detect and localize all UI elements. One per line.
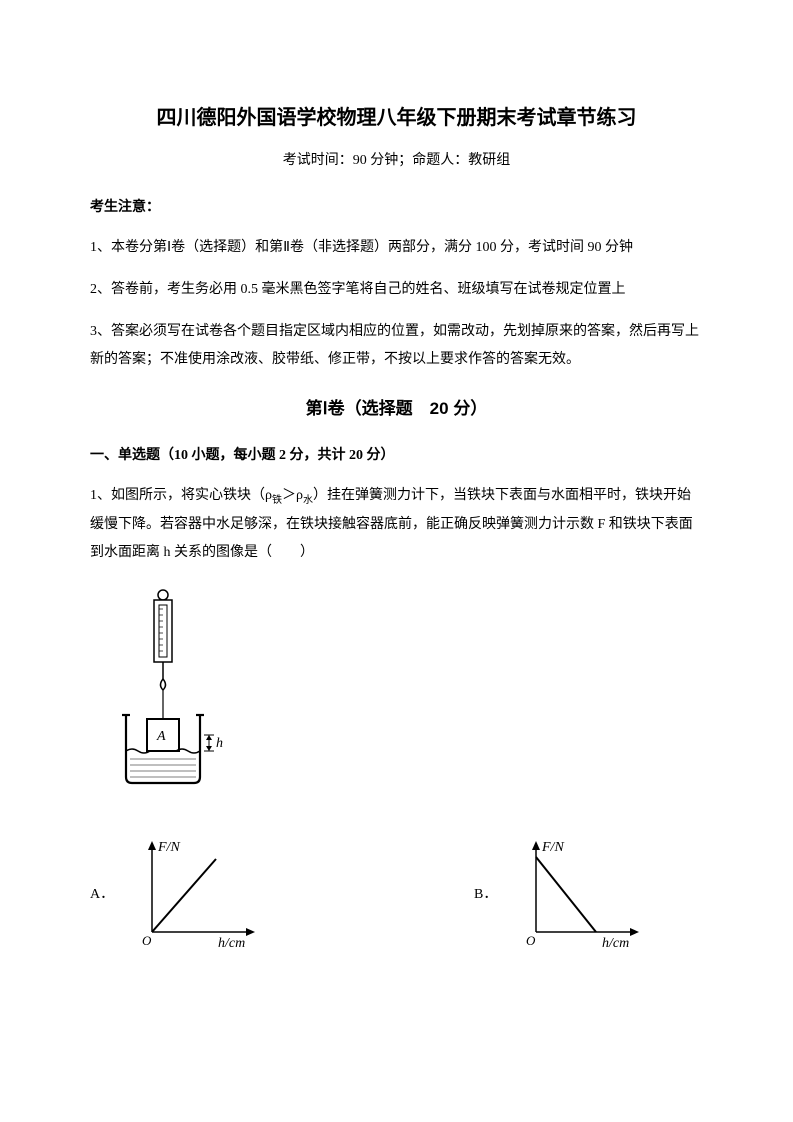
- page-title: 四川德阳外国语学校物理八年级下册期末考试章节练习: [90, 100, 703, 136]
- notice-item: 1、本卷分第Ⅰ卷（选择题）和第Ⅱ卷（非选择题）两部分，满分 100 分，考试时间…: [90, 234, 703, 262]
- origin-label: O: [526, 933, 536, 948]
- q1-sub1: 铁: [272, 495, 282, 506]
- q1-text: 1、如图所示，将实心铁块（ρ: [90, 488, 272, 503]
- subtitle: 考试时间：90 分钟；命题人：教研组: [90, 148, 703, 173]
- option-b-graph: F/N O h/cm: [508, 837, 648, 952]
- sub-section-heading: 一、单选题（10 小题，每小题 2 分，共计 20 分）: [90, 443, 703, 468]
- x-axis-label: h/cm: [218, 936, 245, 951]
- notice-heading: 考生注意：: [90, 195, 703, 220]
- option-b-label: B．: [474, 882, 500, 907]
- block-label: A: [156, 729, 166, 744]
- y-axis-label: F/N: [541, 840, 564, 855]
- q1-sub2: 水: [303, 495, 313, 506]
- x-axis-label: h/cm: [602, 936, 629, 951]
- options-row: A． F/N O h/cm B． F/N O: [90, 837, 703, 952]
- option-a-label: A．: [90, 882, 116, 907]
- option-a-graph: F/N O h/cm: [124, 837, 264, 952]
- question-1: 1、如图所示，将实心铁块（ρ铁＞ρ水）挂在弹簧测力计下，当铁块下表面与水面相平时…: [90, 482, 703, 567]
- origin-label: O: [142, 933, 152, 948]
- section-heading: 第Ⅰ卷（选择题 20 分）: [90, 394, 703, 425]
- option-b: B． F/N O h/cm: [474, 837, 648, 952]
- question-1-figure: A h: [110, 587, 703, 807]
- y-axis-label: F/N: [157, 840, 180, 855]
- option-a: A． F/N O h/cm: [90, 837, 264, 952]
- depth-label: h: [216, 736, 223, 751]
- spring-scale-diagram: A h: [110, 587, 240, 807]
- notice-item: 3、答案必须写在试卷各个题目指定区域内相应的位置，如需改动，先划掉原来的答案，然…: [90, 318, 703, 374]
- notice-item: 2、答卷前，考生务必用 0.5 毫米黑色签字笔将自己的姓名、班级填写在试卷规定位…: [90, 276, 703, 304]
- q1-gt: ＞ρ: [282, 488, 303, 503]
